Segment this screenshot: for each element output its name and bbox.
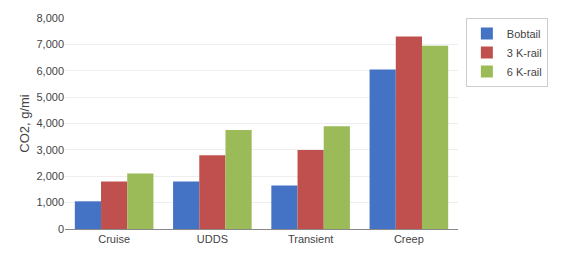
svg-text:3 K-rail: 3 K-rail	[507, 47, 542, 59]
svg-text:UDDS: UDDS	[197, 233, 228, 245]
svg-text:CO2, g/mi: CO2, g/mi	[17, 94, 32, 153]
svg-text:0: 0	[58, 223, 64, 235]
svg-text:4,000: 4,000	[36, 117, 64, 129]
svg-text:6,000: 6,000	[36, 65, 64, 77]
svg-text:7,000: 7,000	[36, 38, 64, 50]
svg-text:2,000: 2,000	[36, 170, 64, 182]
svg-text:5,000: 5,000	[36, 91, 64, 103]
svg-text:3,000: 3,000	[36, 144, 64, 156]
svg-text:1,000: 1,000	[36, 196, 64, 208]
svg-text:Bobtail: Bobtail	[507, 28, 541, 40]
svg-text:Transient: Transient	[288, 233, 333, 245]
svg-text:6 K-rail: 6 K-rail	[507, 66, 542, 78]
svg-text:Cruise: Cruise	[98, 233, 130, 245]
svg-text:8,000: 8,000	[36, 12, 64, 24]
svg-text:Creep: Creep	[394, 233, 424, 245]
